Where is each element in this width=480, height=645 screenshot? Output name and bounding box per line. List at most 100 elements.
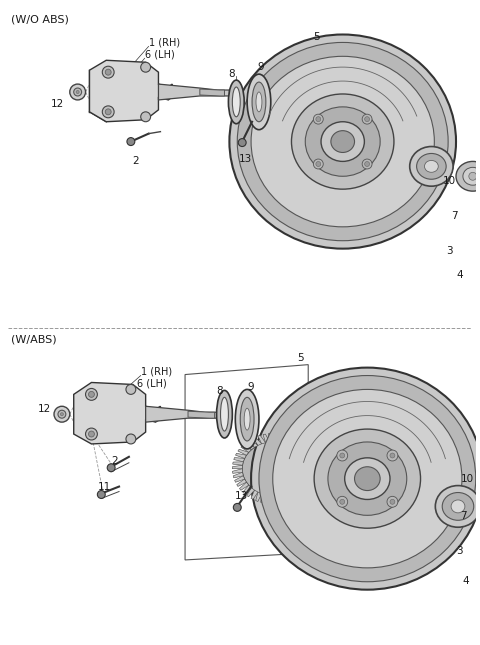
- Text: 5: 5: [313, 32, 319, 43]
- Polygon shape: [234, 457, 245, 462]
- Circle shape: [107, 464, 115, 471]
- Circle shape: [141, 63, 151, 72]
- Text: 6 (LH): 6 (LH): [137, 379, 167, 388]
- Polygon shape: [258, 435, 265, 444]
- Polygon shape: [236, 453, 246, 459]
- Circle shape: [313, 114, 323, 124]
- Polygon shape: [299, 447, 308, 455]
- Polygon shape: [232, 469, 242, 473]
- Text: 3: 3: [456, 546, 462, 556]
- Text: 8: 8: [228, 69, 235, 79]
- Ellipse shape: [240, 397, 254, 441]
- Circle shape: [337, 450, 348, 461]
- Circle shape: [340, 453, 345, 458]
- Text: 6 (LH): 6 (LH): [144, 49, 174, 59]
- Polygon shape: [303, 455, 313, 462]
- Circle shape: [387, 496, 398, 507]
- Text: 1 (RH): 1 (RH): [141, 366, 172, 377]
- Polygon shape: [251, 490, 258, 499]
- Polygon shape: [240, 482, 249, 490]
- Polygon shape: [158, 84, 229, 100]
- Polygon shape: [253, 437, 262, 446]
- Polygon shape: [249, 439, 258, 448]
- Ellipse shape: [442, 493, 474, 521]
- Text: 8: 8: [216, 386, 223, 397]
- Ellipse shape: [456, 161, 480, 191]
- Polygon shape: [74, 382, 160, 444]
- Ellipse shape: [251, 368, 480, 590]
- Polygon shape: [286, 436, 292, 446]
- Circle shape: [390, 453, 395, 458]
- Text: (W/ABS): (W/ABS): [11, 335, 56, 345]
- Polygon shape: [289, 438, 297, 448]
- Polygon shape: [282, 435, 287, 444]
- Circle shape: [127, 137, 135, 146]
- Text: 1 (RH): 1 (RH): [149, 37, 180, 48]
- Circle shape: [85, 388, 97, 401]
- Ellipse shape: [229, 34, 456, 248]
- Circle shape: [54, 406, 70, 422]
- Ellipse shape: [451, 500, 465, 513]
- Circle shape: [337, 496, 348, 507]
- Text: 7: 7: [461, 511, 467, 521]
- Circle shape: [105, 109, 111, 115]
- Ellipse shape: [291, 94, 394, 189]
- Polygon shape: [263, 434, 270, 442]
- Ellipse shape: [259, 375, 476, 582]
- Polygon shape: [241, 446, 252, 452]
- Ellipse shape: [410, 146, 453, 186]
- Polygon shape: [278, 433, 282, 442]
- Circle shape: [105, 69, 111, 75]
- Circle shape: [126, 434, 136, 444]
- Polygon shape: [305, 464, 315, 469]
- Polygon shape: [303, 476, 314, 480]
- Circle shape: [85, 428, 97, 440]
- Ellipse shape: [251, 56, 434, 227]
- Ellipse shape: [463, 167, 480, 185]
- Circle shape: [316, 161, 321, 166]
- Text: 4: 4: [456, 270, 463, 281]
- Polygon shape: [270, 495, 274, 504]
- Circle shape: [102, 106, 114, 118]
- Circle shape: [469, 172, 477, 180]
- Circle shape: [362, 159, 372, 169]
- Polygon shape: [268, 433, 274, 442]
- Polygon shape: [296, 444, 305, 452]
- Ellipse shape: [237, 43, 448, 241]
- Text: 13: 13: [235, 491, 248, 502]
- Ellipse shape: [417, 154, 446, 179]
- Polygon shape: [304, 460, 314, 465]
- Circle shape: [58, 410, 66, 418]
- Polygon shape: [274, 495, 279, 504]
- Text: 12: 12: [50, 99, 63, 109]
- Ellipse shape: [244, 408, 250, 430]
- Polygon shape: [243, 485, 252, 494]
- Circle shape: [313, 159, 323, 169]
- Circle shape: [88, 431, 95, 437]
- Polygon shape: [89, 60, 172, 122]
- Text: 2: 2: [132, 156, 139, 166]
- Ellipse shape: [247, 74, 271, 130]
- Text: 7: 7: [451, 211, 457, 221]
- Circle shape: [340, 499, 345, 504]
- Polygon shape: [256, 492, 262, 501]
- Text: 11: 11: [97, 482, 111, 491]
- Ellipse shape: [252, 82, 266, 122]
- Polygon shape: [274, 433, 278, 442]
- Circle shape: [74, 88, 82, 96]
- Circle shape: [365, 117, 370, 122]
- Circle shape: [60, 413, 63, 415]
- Text: 12: 12: [37, 404, 51, 414]
- Ellipse shape: [235, 390, 259, 449]
- Ellipse shape: [424, 161, 438, 172]
- Circle shape: [97, 491, 105, 499]
- Circle shape: [362, 114, 372, 124]
- Text: 9: 9: [258, 62, 264, 72]
- Polygon shape: [233, 462, 243, 465]
- Text: 3: 3: [446, 246, 453, 255]
- Ellipse shape: [355, 467, 380, 491]
- Ellipse shape: [314, 429, 420, 528]
- Ellipse shape: [256, 92, 262, 112]
- Polygon shape: [301, 451, 311, 459]
- Ellipse shape: [321, 122, 364, 161]
